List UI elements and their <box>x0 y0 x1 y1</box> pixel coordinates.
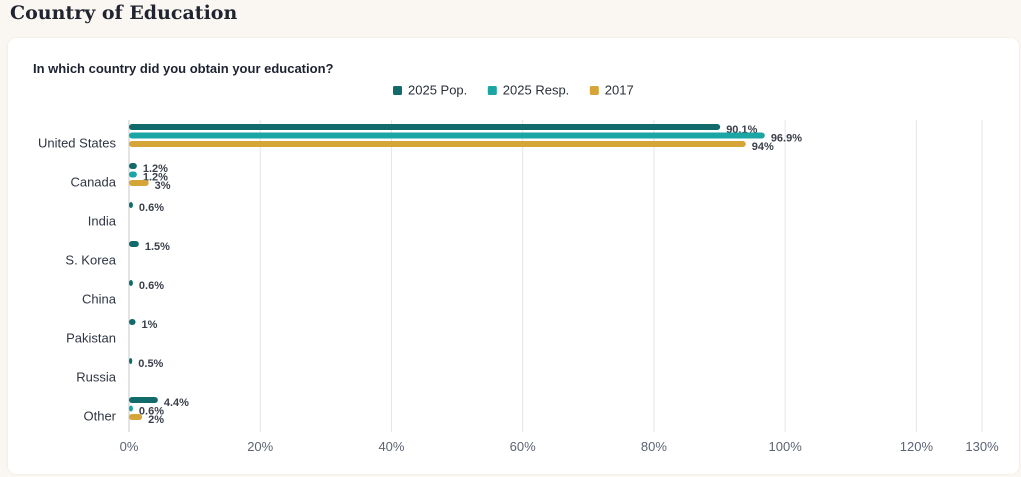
x-tick-label: 60% <box>510 439 536 454</box>
bar <box>129 163 137 169</box>
data-label: 1.2% <box>143 163 168 175</box>
data-label: 0.5% <box>138 358 163 370</box>
x-tick-label: 120% <box>900 439 934 454</box>
category-label: United States <box>38 136 117 151</box>
bar <box>129 414 143 420</box>
data-label: 0.6% <box>139 202 164 214</box>
data-label: 96.9% <box>771 133 802 145</box>
bar <box>129 124 721 130</box>
data-label: 1.2% <box>143 172 168 184</box>
category-label: Russia <box>76 370 117 385</box>
bar <box>129 280 133 286</box>
data-label: 94% <box>752 141 774 153</box>
x-tick-label: 40% <box>378 439 404 454</box>
data-label: 4.4% <box>164 397 189 409</box>
chart-legend: 2025 Pop. 2025 Resp. 2017 <box>393 83 634 98</box>
bar <box>129 405 133 412</box>
data-label: 1.5% <box>145 241 170 253</box>
grid-lines <box>128 120 983 432</box>
chart-title: In which country did you obtain your edu… <box>33 61 334 76</box>
data-label: 0.6% <box>139 280 164 292</box>
data-label: 3% <box>155 180 171 192</box>
x-tick-label: 20% <box>247 439 273 454</box>
bar-chart: In which country did you obtain your edu… <box>33 61 999 454</box>
category-label: Other <box>83 409 116 424</box>
bar <box>129 358 133 364</box>
bar <box>129 180 149 186</box>
legend-label: 2025 Resp. <box>503 83 570 98</box>
x-tick-label: 80% <box>641 439 667 454</box>
legend-label: 2017 <box>605 83 634 98</box>
data-label: 0.6% <box>139 406 164 418</box>
category-label: India <box>88 214 117 229</box>
x-tick-label: 130% <box>965 439 999 454</box>
bar <box>129 241 139 247</box>
category-label: Canada <box>70 175 116 190</box>
bar <box>129 202 133 208</box>
x-tick-label: 0% <box>120 439 139 454</box>
x-axis: 0% 20% 40% 60% 80% 100% 120% 130% <box>120 439 999 454</box>
bar <box>129 132 765 139</box>
page-title: Country of Education <box>10 2 238 24</box>
data-label: 2% <box>148 414 164 426</box>
category-labels: United States Canada India S. Korea China Pak… <box>38 136 117 424</box>
legend-swatch <box>393 86 402 95</box>
data-label: 1% <box>142 319 158 331</box>
bar <box>129 141 746 147</box>
category-label: S. Korea <box>65 253 116 268</box>
bar <box>129 397 158 403</box>
legend-swatch <box>589 86 599 95</box>
category-label: China <box>82 292 117 307</box>
bar <box>129 171 137 178</box>
x-tick-label: 100% <box>769 439 803 454</box>
legend-swatch <box>487 86 497 95</box>
bar <box>129 319 136 325</box>
bars: 90.1%96.9%94%1.2%1.2%3%0.6%1.5%0.6%1%0.5… <box>129 124 802 426</box>
category-label: Pakistan <box>66 331 116 346</box>
legend-label: 2025 Pop. <box>408 83 467 98</box>
chart-card: In which country did you obtain your edu… <box>8 38 1019 474</box>
